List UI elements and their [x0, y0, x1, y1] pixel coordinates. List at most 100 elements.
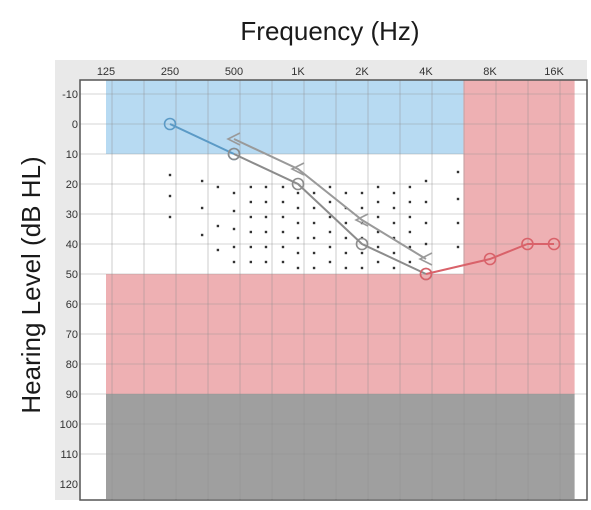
speech-dot-16 — [249, 215, 253, 219]
series-line-1 — [233, 153, 427, 275]
speech-dot-37 — [296, 266, 300, 270]
x-tick-label: 8K — [483, 66, 497, 78]
y-tick-label: 120 — [60, 479, 78, 491]
speech-dot-13 — [232, 260, 236, 264]
region-band-1 — [463, 80, 575, 274]
series-point-1-1 — [291, 177, 305, 191]
y-tick-label: -10 — [62, 89, 78, 101]
series-line-3 — [233, 138, 427, 260]
speech-dot-2 — [168, 215, 172, 219]
speech-dot-8 — [216, 248, 220, 252]
y-tick-label: 30 — [66, 209, 78, 221]
speech-dot-55 — [344, 266, 348, 270]
series-point-2-2 — [521, 237, 534, 251]
speech-dot-49 — [328, 260, 332, 264]
speech-dot-50 — [344, 191, 348, 195]
speech-dot-35 — [296, 236, 300, 240]
series-point-1-2 — [355, 237, 369, 251]
plot-frame — [79, 79, 588, 501]
series-point-3-2 — [354, 213, 369, 227]
speech-dot-67 — [376, 260, 380, 264]
speech-dot-40 — [312, 221, 316, 225]
series-line-2 — [425, 243, 554, 275]
speech-dot-36 — [296, 251, 300, 255]
x-tick-label: 250 — [161, 66, 179, 78]
speech-dot-38 — [312, 191, 316, 195]
speech-dot-26 — [281, 185, 285, 189]
speech-dot-46 — [328, 215, 332, 219]
speech-dot-3 — [200, 179, 204, 183]
plot-label-strip — [55, 60, 80, 500]
speech-dot-73 — [392, 266, 396, 270]
speech-dot-15 — [249, 200, 253, 204]
speech-dot-12 — [232, 245, 236, 249]
speech-dot-31 — [281, 260, 285, 264]
speech-dot-82 — [424, 221, 428, 225]
speech-dot-4 — [200, 206, 204, 210]
series-point-0-0 — [163, 117, 177, 131]
speech-dot-32 — [296, 191, 300, 195]
speech-dot-19 — [249, 260, 253, 264]
speech-dot-41 — [312, 236, 316, 240]
speech-dot-86 — [456, 221, 460, 225]
speech-dot-63 — [376, 200, 380, 204]
series-point-3-3 — [418, 252, 433, 266]
speech-dot-47 — [328, 230, 332, 234]
speech-dot-29 — [281, 230, 285, 234]
speech-dot-17 — [249, 230, 253, 234]
speech-dot-69 — [392, 206, 396, 210]
speech-dot-23 — [264, 230, 268, 234]
speech-dot-45 — [328, 200, 332, 204]
speech-dot-18 — [249, 245, 253, 249]
speech-dot-78 — [408, 245, 412, 249]
grid-lines — [79, 80, 587, 500]
speech-dot-65 — [376, 230, 380, 234]
speech-dot-22 — [264, 215, 268, 219]
speech-dot-43 — [312, 266, 316, 270]
x-tick-labels: 125 250 500 1K 2K 4K 8K 16K — [97, 66, 565, 78]
speech-dot-42 — [312, 251, 316, 255]
speech-dot-39 — [312, 206, 316, 210]
speech-dot-75 — [408, 200, 412, 204]
region-band-3 — [106, 394, 575, 499]
speech-dot-77 — [408, 230, 412, 234]
speech-dot-71 — [392, 236, 396, 240]
series-point-2-3 — [547, 237, 561, 251]
plot-tick-strip — [55, 60, 587, 80]
speech-dot-33 — [296, 206, 300, 210]
speech-dot-87 — [456, 245, 460, 249]
speech-dot-64 — [376, 215, 380, 219]
y-tick-labels: -10 0 10 20 30 40 50 60 70 80 90 100 110 120 — [60, 89, 78, 491]
y-tick-label: 110 — [60, 449, 78, 461]
speech-dot-81 — [424, 200, 428, 204]
x-tick-label: 4K — [419, 66, 433, 78]
speech-dot-25 — [264, 260, 268, 264]
speech-dot-7 — [216, 224, 220, 228]
x-tick-label: 16K — [544, 66, 564, 78]
speech-dot-10 — [232, 209, 236, 213]
speech-dot-68 — [392, 191, 396, 195]
speech-dot-74 — [408, 185, 412, 189]
speech-dot-70 — [392, 221, 396, 225]
hearing-regions — [106, 80, 575, 499]
speech-dot-52 — [344, 221, 348, 225]
speech-dot-53 — [344, 236, 348, 240]
y-tick-label: 40 — [66, 239, 78, 251]
y-tick-label: 70 — [66, 329, 78, 341]
x-tick-label: 1K — [291, 66, 305, 78]
speech-dot-85 — [456, 197, 460, 201]
speech-dot-76 — [408, 215, 412, 219]
x-tick-label: 2K — [355, 66, 369, 78]
x-tick-label: 125 — [97, 66, 115, 78]
series-point-3-1 — [290, 162, 305, 176]
chart-title: Frequency (Hz) — [240, 16, 419, 46]
speech-dot-66 — [376, 245, 380, 249]
speech-dot-44 — [328, 185, 332, 189]
series-point-2-0 — [419, 267, 433, 281]
y-tick-label: 90 — [66, 389, 78, 401]
speech-dot-34 — [296, 221, 300, 225]
speech-dot-61 — [360, 266, 364, 270]
speech-dot-1 — [168, 194, 172, 198]
speech-dot-80 — [424, 179, 428, 183]
